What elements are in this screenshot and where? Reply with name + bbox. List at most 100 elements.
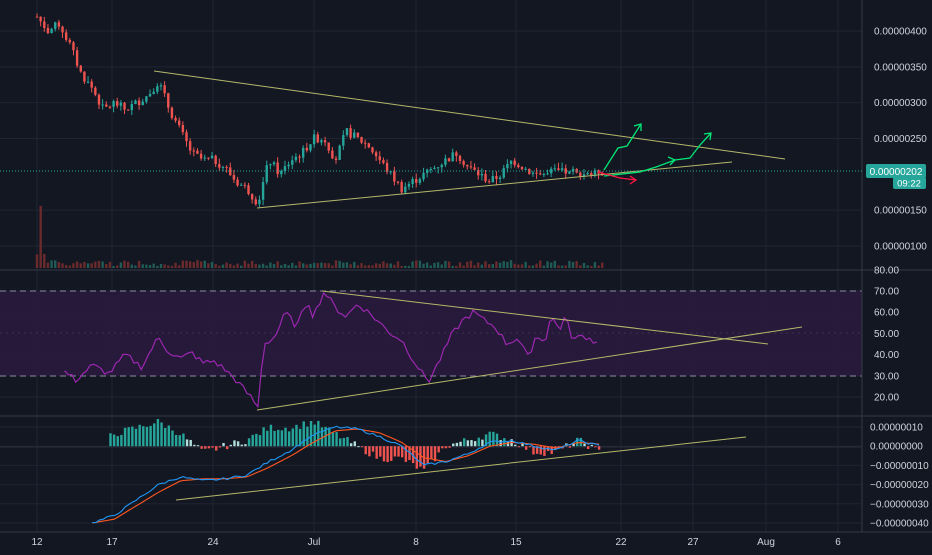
volume-bar bbox=[360, 263, 363, 268]
candle-body bbox=[185, 132, 188, 142]
macd-axis[interactable]: 0.00000010 0.00000000 −0.00000010 −0.000000… bbox=[870, 423, 929, 530]
macd-tick-label: −0.00000020 bbox=[870, 480, 929, 491]
rsi-trendlines[interactable] bbox=[256, 290, 803, 411]
macd-histogram-bar bbox=[481, 439, 484, 447]
green-arrow-2[interactable] bbox=[603, 159, 676, 177]
candle-body bbox=[517, 164, 520, 168]
candle-body bbox=[557, 168, 560, 171]
macd-histogram-bar bbox=[317, 420, 320, 447]
volume-bar bbox=[163, 264, 166, 268]
candle-body bbox=[221, 166, 225, 168]
price-tick-label: 0.00000400 bbox=[874, 27, 927, 38]
volume-bar bbox=[546, 261, 549, 268]
price-trendlines[interactable] bbox=[153, 70, 786, 209]
macd-tick-label: −0.00000010 bbox=[870, 461, 929, 472]
candle-body bbox=[560, 168, 564, 171]
macd-histogram-bar bbox=[255, 433, 258, 447]
macd-histogram-bar bbox=[160, 422, 163, 447]
rsi-line[interactable] bbox=[64, 291, 598, 409]
macd-histogram-bar bbox=[572, 442, 575, 447]
macd-histogram-bar bbox=[291, 428, 295, 447]
rsi-tick-label: 30.00 bbox=[874, 371, 899, 382]
macd-histogram-bar bbox=[539, 446, 542, 455]
rsi-axis[interactable]: 80.00 70.00 60.00 50.00 40.00 30.00 20.00 bbox=[874, 265, 899, 403]
volume-bar bbox=[458, 262, 462, 268]
volume-bar bbox=[232, 265, 236, 268]
macd-histogram-bar bbox=[360, 446, 364, 448]
macd-histogram-bar bbox=[492, 431, 495, 447]
candle-body bbox=[247, 185, 250, 195]
volume-bar bbox=[174, 262, 177, 268]
candle-body bbox=[50, 28, 53, 34]
macd-signal-line[interactable] bbox=[92, 428, 600, 524]
red-arrow-head bbox=[629, 175, 638, 185]
macd-histogram-bar bbox=[408, 446, 411, 461]
volume-bar bbox=[331, 265, 334, 268]
volume-bar bbox=[218, 265, 221, 268]
macd-histogram-bar bbox=[120, 434, 123, 447]
price-axis[interactable]: 0.00000400 0.00000350 0.00000300 0.00000250… bbox=[874, 27, 927, 253]
candle-body bbox=[236, 179, 239, 186]
volume-bar bbox=[156, 265, 159, 268]
candle-body bbox=[196, 150, 199, 154]
price-resistance-trendline[interactable] bbox=[153, 70, 786, 160]
volume-bar bbox=[509, 260, 513, 268]
green-arrow-3[interactable] bbox=[674, 132, 712, 161]
macd-histogram-bar bbox=[437, 446, 440, 453]
candle-body bbox=[422, 172, 425, 180]
candle-body bbox=[192, 150, 195, 152]
volume-bar bbox=[86, 263, 90, 268]
candle-body bbox=[294, 156, 298, 161]
volume-bar bbox=[590, 265, 593, 268]
volume-bar bbox=[349, 264, 352, 268]
candle-body bbox=[90, 81, 93, 88]
candle-body bbox=[83, 71, 86, 82]
candle-body bbox=[291, 160, 294, 165]
green-arrow-1[interactable] bbox=[603, 123, 642, 171]
candle-body bbox=[586, 173, 589, 175]
volume-bar bbox=[345, 262, 349, 268]
time-axis[interactable]: 12 17 24 Jul 8 15 22 27 Aug 6 bbox=[31, 537, 841, 548]
last-price-label: 0.00000202 09:22 bbox=[866, 164, 926, 190]
time-tick-label: 22 bbox=[615, 537, 627, 548]
candle-body bbox=[298, 156, 301, 158]
macd-histogram-bar bbox=[174, 434, 178, 447]
macd-support-trendline[interactable] bbox=[175, 436, 747, 501]
candle-body bbox=[462, 160, 465, 165]
volume-bar bbox=[575, 261, 578, 268]
candle-body bbox=[327, 142, 330, 151]
macd-histogram-bar bbox=[309, 421, 313, 447]
macd-tick-label: −0.00000030 bbox=[870, 499, 929, 510]
price-support-trendline[interactable] bbox=[256, 161, 733, 209]
candle-body bbox=[404, 186, 407, 193]
candle-body bbox=[487, 181, 491, 183]
candle-body bbox=[374, 152, 378, 157]
candle-body bbox=[68, 39, 72, 43]
volume-bar bbox=[418, 260, 422, 268]
candle-body bbox=[367, 143, 371, 148]
volume-bar bbox=[225, 262, 228, 268]
rsi-support-trendline[interactable] bbox=[256, 326, 803, 411]
volume-bar bbox=[593, 262, 597, 268]
candle-body bbox=[396, 181, 400, 183]
macd-line[interactable] bbox=[92, 425, 600, 524]
macd-histogram-bar bbox=[142, 426, 145, 447]
candle-body bbox=[498, 177, 502, 179]
candle-body bbox=[349, 128, 352, 138]
candle-body bbox=[43, 21, 46, 28]
macd-histogram-bar bbox=[459, 441, 462, 447]
candle-body bbox=[207, 157, 210, 159]
candle-body bbox=[265, 165, 268, 183]
red-arrow[interactable] bbox=[597, 171, 637, 181]
macd-histogram-bar bbox=[495, 433, 499, 447]
rsi-resistance-trendline[interactable] bbox=[321, 290, 769, 345]
volume-bar bbox=[444, 260, 447, 268]
macd-histogram-bar bbox=[524, 446, 528, 450]
volume-bar bbox=[108, 261, 112, 268]
macd-histogram-bar bbox=[116, 436, 119, 447]
candlestick-series[interactable] bbox=[35, 13, 604, 208]
forecast-arrows[interactable] bbox=[597, 123, 712, 185]
volume-bar bbox=[363, 265, 367, 268]
volume-bar bbox=[597, 265, 600, 268]
